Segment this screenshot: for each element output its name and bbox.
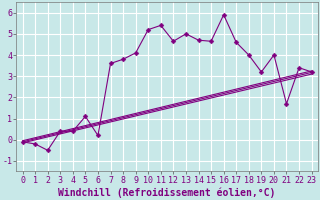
X-axis label: Windchill (Refroidissement éolien,°C): Windchill (Refroidissement éolien,°C) <box>58 187 276 198</box>
